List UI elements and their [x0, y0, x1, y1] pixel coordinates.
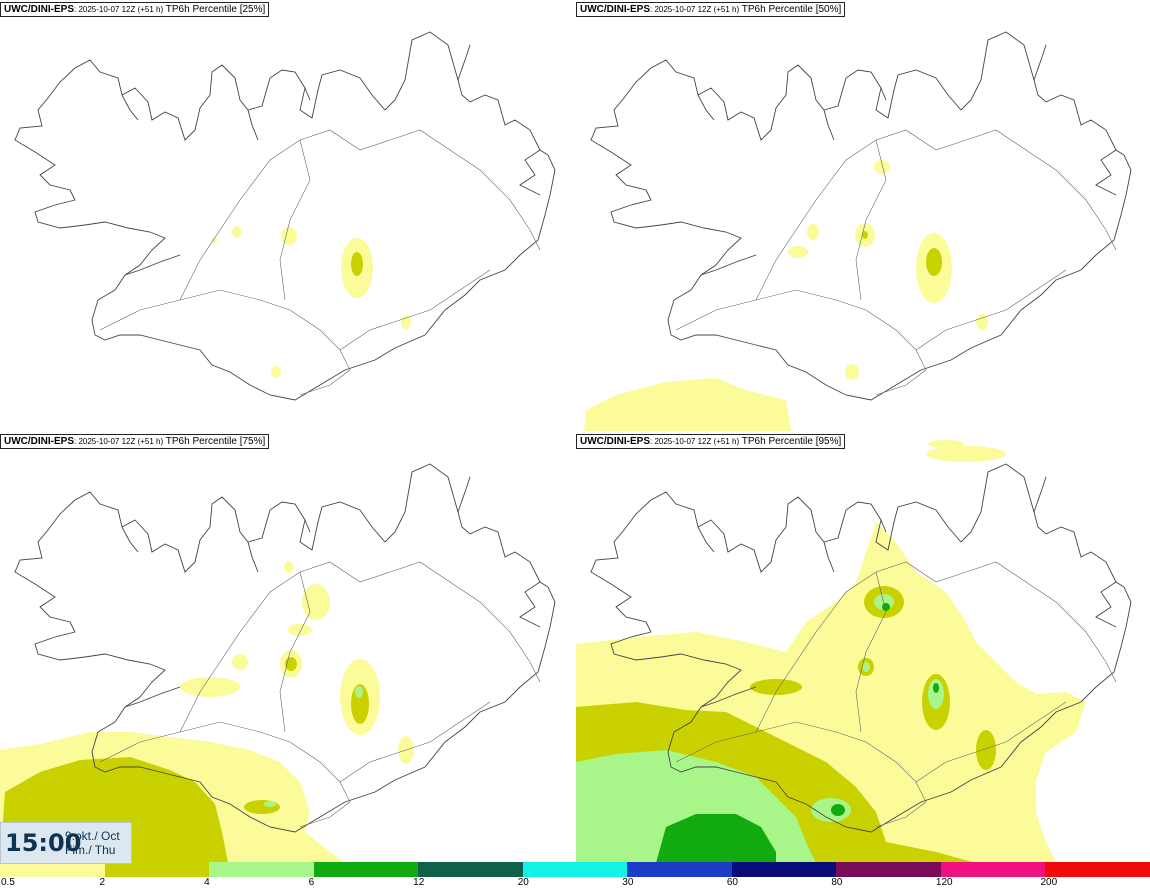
legend-band [731, 862, 838, 877]
iceland-map-95 [576, 440, 1132, 863]
precip-core [264, 801, 276, 807]
roads [99, 129, 541, 396]
map-panel-75: UWC/DINI-EPS: 2025-10-07 12Z (+51 h) TP6… [0, 432, 575, 863]
legend-band [104, 862, 211, 877]
precip-core [928, 679, 944, 709]
precip-core [926, 248, 942, 276]
precip-core [750, 679, 802, 695]
precip-fields [576, 440, 1086, 863]
panel-title: UWC/DINI-EPS: 2025-10-07 12Z (+51 h) TP6… [0, 434, 270, 449]
valid-date: 9.okt./ Oct Fim./ Thu [65, 829, 120, 857]
legend-tick-label: 6 [308, 877, 315, 888]
coastline [14, 31, 556, 401]
valid-time-box: 15:00 9.okt./ Oct Fim./ Thu [0, 822, 132, 864]
precip-core [933, 683, 939, 693]
precip-blob [180, 677, 240, 697]
precip-blob [845, 364, 859, 380]
precip-blob [232, 654, 248, 670]
precip-blob [807, 224, 819, 240]
precip-blob [271, 366, 281, 378]
map-panel-50: UWC/DINI-EPS: 2025-10-07 12Z (+51 h) TP6… [576, 0, 1150, 431]
precip-blob [284, 561, 294, 573]
precip-blob [232, 226, 242, 238]
legend-tick-label: 20 [517, 877, 529, 888]
precip-blob [401, 315, 411, 329]
legend-band [209, 862, 315, 877]
coastline [590, 31, 1132, 401]
roads [675, 561, 1117, 828]
iceland-map-75 [0, 463, 556, 863]
panel-title: UWC/DINI-EPS: 2025-10-07 12Z (+51 h) TP6… [0, 2, 270, 17]
precip-fields [0, 561, 414, 863]
precip-blob [788, 246, 808, 258]
legend-tick-label: 30 [622, 877, 634, 888]
precip-core [862, 231, 868, 239]
iceland-map-25 [14, 31, 556, 401]
precip-core [355, 686, 363, 698]
color-legend: 0.5 2 4 6 12 20 30 60 80 120 200 [0, 862, 1150, 891]
map-panel-25: UWC/DINI-EPS: 2025-10-07 12Z (+51 h) TP6… [0, 0, 575, 431]
iceland-map-50 [584, 31, 1132, 431]
legend-band [313, 862, 420, 877]
legend-band [940, 862, 1047, 877]
legend-tick-label: 120 [935, 877, 953, 888]
precip-blob [584, 378, 791, 431]
precip-core [831, 804, 845, 816]
legend-tick-label: 4 [204, 877, 210, 888]
precip-fields [584, 160, 988, 431]
coastline [14, 463, 556, 833]
valid-time: 15:00 [5, 829, 82, 857]
legend-tick-label: 80 [831, 877, 843, 888]
legend-band [522, 862, 629, 877]
precip-blob [288, 624, 312, 636]
legend-band [418, 862, 524, 877]
legend-tick-label: 60 [726, 877, 738, 888]
precip-blob [928, 440, 964, 448]
roads [675, 129, 1117, 396]
legend-band [627, 862, 733, 877]
precip-blob [874, 160, 890, 174]
precip-blob [302, 584, 330, 620]
panel-title: UWC/DINI-EPS: 2025-10-07 12Z (+51 h) TP6… [576, 434, 846, 449]
legend-tick-label: 12 [413, 877, 425, 888]
precip-blob [926, 446, 1006, 462]
precip-core [976, 730, 996, 770]
legend-tick-label: 200 [1040, 877, 1058, 888]
legend-band [836, 862, 942, 877]
panel-divider [575, 0, 576, 862]
precip-blob [281, 227, 297, 245]
legend-band [0, 862, 106, 877]
roads [99, 561, 541, 828]
legend-tick-label: 2 [99, 877, 106, 888]
coastline [590, 463, 1132, 833]
precip-core [882, 603, 890, 611]
precip-core [656, 814, 776, 863]
legend-band [1045, 862, 1150, 877]
precip-fields [211, 226, 411, 378]
precip-core [351, 252, 363, 276]
legend-tick-label: 0.5 [1, 877, 15, 888]
panel-title: UWC/DINI-EPS: 2025-10-07 12Z (+51 h) TP6… [576, 2, 846, 17]
precip-core [862, 662, 870, 672]
precip-blob [976, 314, 988, 330]
map-panel-95: UWC/DINI-EPS: 2025-10-07 12Z (+51 h) TP6… [576, 432, 1150, 863]
valid-date-line2: Fim./ Thu [65, 843, 116, 857]
valid-date-line1: 9.okt./ Oct [65, 829, 120, 843]
